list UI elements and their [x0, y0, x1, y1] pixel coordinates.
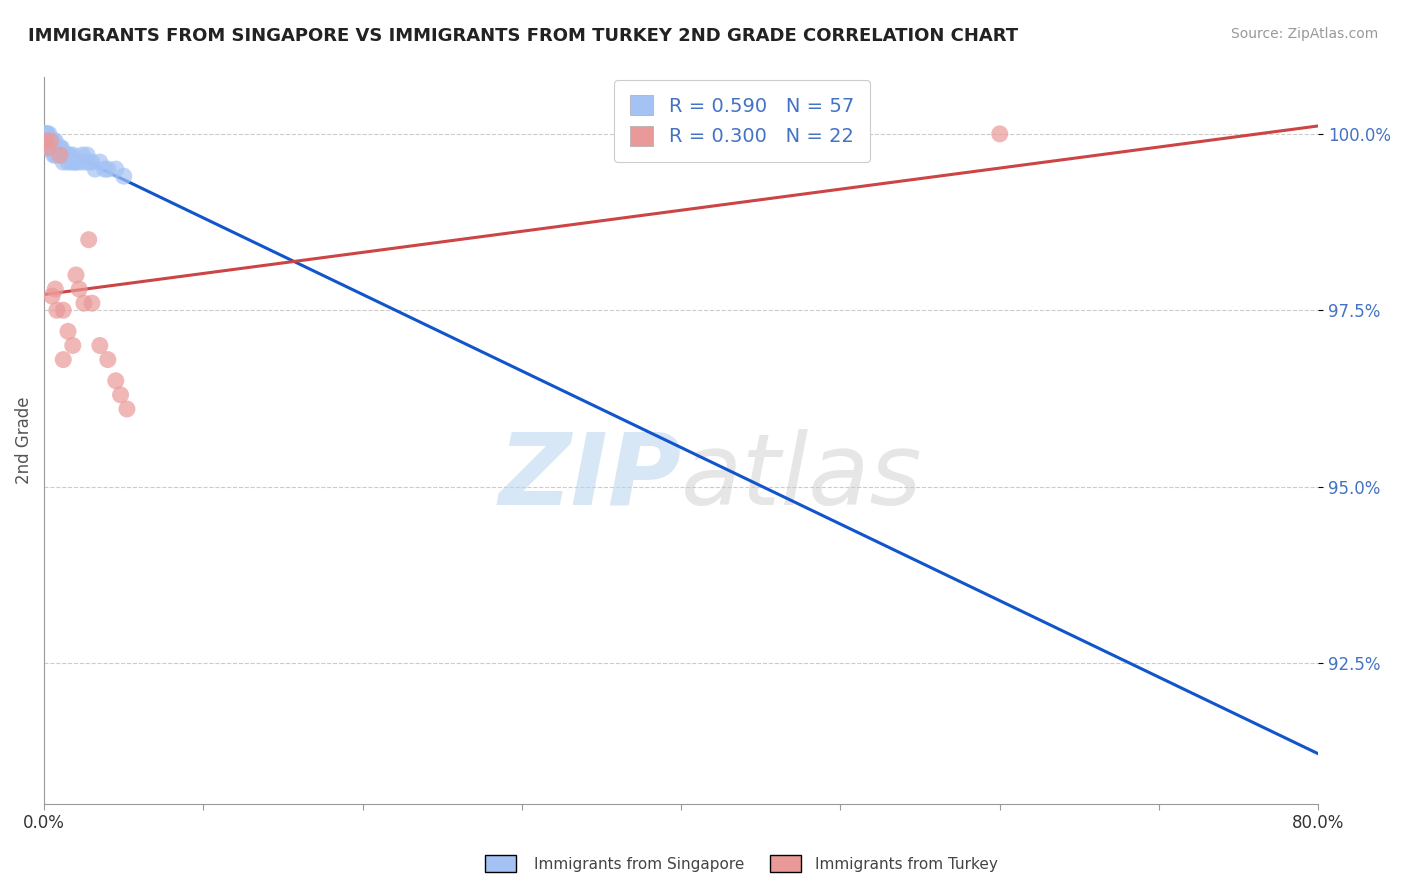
Point — [89, 338, 111, 352]
Point — [56, 148, 79, 162]
Point — [38, 134, 60, 148]
Point — [45, 303, 67, 318]
Point — [45, 141, 67, 155]
Point — [35, 134, 58, 148]
Point — [67, 155, 90, 169]
Point — [52, 155, 75, 169]
Y-axis label: 2nd Grade: 2nd Grade — [15, 397, 32, 484]
Point — [38, 127, 60, 141]
Point — [58, 148, 80, 162]
Point — [80, 155, 103, 169]
Point — [72, 148, 94, 162]
Point — [49, 148, 72, 162]
Point — [35, 134, 58, 148]
Point — [48, 148, 70, 162]
Point — [37, 134, 59, 148]
Point — [38, 134, 60, 148]
Point — [52, 352, 75, 367]
Point — [39, 141, 62, 155]
Point — [73, 296, 96, 310]
Point — [65, 155, 87, 169]
Point — [97, 352, 120, 367]
Text: Source: ZipAtlas.com: Source: ZipAtlas.com — [1230, 27, 1378, 41]
Point — [51, 141, 73, 155]
Point — [35, 127, 58, 141]
Point — [77, 233, 100, 247]
Point — [77, 155, 100, 169]
Point — [39, 134, 62, 148]
Point — [52, 148, 75, 162]
Point — [110, 388, 132, 402]
Point — [60, 155, 83, 169]
Point — [56, 324, 79, 338]
Text: Immigrants from Singapore: Immigrants from Singapore — [534, 857, 745, 872]
Point — [52, 303, 75, 318]
Point — [34, 127, 56, 141]
Text: atlas: atlas — [681, 428, 922, 525]
Point — [44, 282, 66, 296]
Point — [41, 134, 63, 148]
Point — [49, 141, 72, 155]
Point — [104, 162, 127, 177]
Point — [84, 162, 107, 177]
Point — [988, 127, 1011, 141]
Point — [37, 134, 59, 148]
Point — [37, 141, 59, 155]
Point — [49, 148, 72, 162]
Point — [89, 155, 111, 169]
Point — [34, 127, 56, 141]
Point — [44, 148, 66, 162]
Point — [42, 148, 65, 162]
Text: Immigrants from Turkey: Immigrants from Turkey — [815, 857, 998, 872]
Point — [42, 134, 65, 148]
Point — [112, 169, 135, 184]
Point — [62, 148, 84, 162]
Point — [48, 141, 70, 155]
Point — [35, 127, 58, 141]
Text: IMMIGRANTS FROM SINGAPORE VS IMMIGRANTS FROM TURKEY 2ND GRADE CORRELATION CHART: IMMIGRANTS FROM SINGAPORE VS IMMIGRANTS … — [28, 27, 1018, 45]
Point — [104, 374, 127, 388]
Point — [80, 296, 103, 310]
Point — [39, 134, 62, 148]
Point — [97, 162, 120, 177]
Point — [67, 282, 90, 296]
Point — [62, 338, 84, 352]
Text: ZIP: ZIP — [498, 428, 681, 525]
Point — [35, 134, 58, 148]
Point — [37, 127, 59, 141]
Point — [41, 141, 63, 155]
Point — [49, 141, 72, 155]
Point — [65, 268, 87, 282]
Point — [73, 155, 96, 169]
Point — [41, 289, 63, 303]
Point — [76, 148, 98, 162]
Point — [56, 155, 79, 169]
Point — [51, 148, 73, 162]
Point — [55, 148, 77, 162]
Point — [39, 134, 62, 148]
Point — [63, 155, 86, 169]
Point — [45, 148, 67, 162]
Point — [93, 162, 115, 177]
Point — [44, 141, 66, 155]
Point — [42, 141, 65, 155]
Legend: R = 0.590   N = 57, R = 0.300   N = 22: R = 0.590 N = 57, R = 0.300 N = 22 — [614, 80, 870, 161]
Point — [53, 148, 76, 162]
Point — [115, 401, 138, 416]
Point — [41, 141, 63, 155]
Point — [44, 134, 66, 148]
Point — [38, 141, 60, 155]
